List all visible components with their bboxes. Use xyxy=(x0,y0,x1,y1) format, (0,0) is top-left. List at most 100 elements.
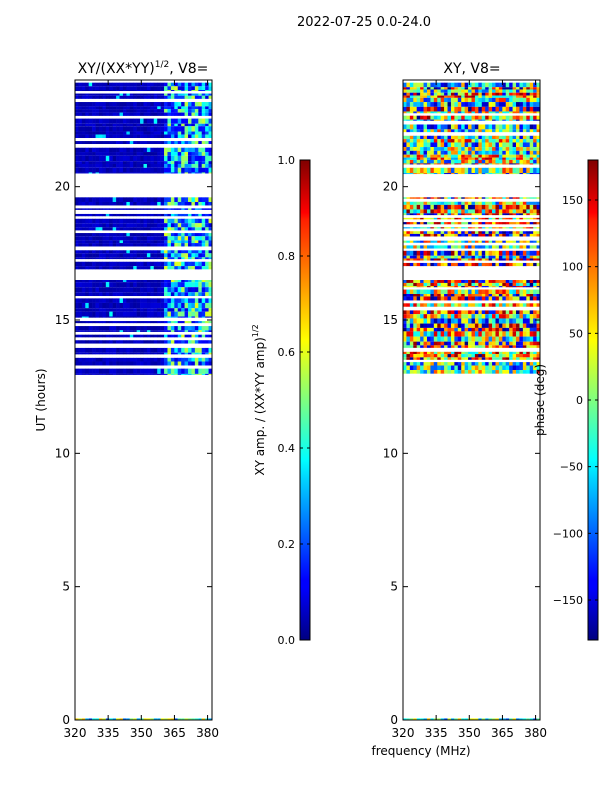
amp-heat-cell xyxy=(150,282,155,288)
amp-heat-cell xyxy=(85,223,89,228)
phase-heat-cell xyxy=(450,357,455,360)
phase-heat-cell xyxy=(481,240,486,243)
amp-heat-cell xyxy=(136,233,141,237)
phase-heat-cell xyxy=(413,331,417,337)
phase-heat-cell xyxy=(509,213,513,216)
amp-heat-cell xyxy=(129,163,134,168)
phase-heat-cell xyxy=(502,124,507,130)
amp-heat-cell xyxy=(194,316,199,318)
phase-heat-cell xyxy=(423,102,428,107)
amp-heat-cell xyxy=(92,208,96,210)
amp-heat-cell xyxy=(129,167,134,173)
phase-heat-cell xyxy=(409,233,414,237)
phase-heat-cell xyxy=(529,323,534,328)
phase-heat-cell xyxy=(522,142,527,148)
amp-heat-cell xyxy=(112,321,117,324)
phase-heat-cell xyxy=(471,250,476,256)
phase-heat-cell xyxy=(450,87,455,90)
phase-heat-cell xyxy=(485,106,489,112)
amp-heat-cell xyxy=(133,134,137,139)
phase-heat-cell xyxy=(461,111,465,114)
amp-heat-cell xyxy=(191,326,196,331)
phase-heat-cell xyxy=(464,119,469,121)
phase-heat-cell xyxy=(423,115,428,120)
amp-heat-cell xyxy=(188,373,192,375)
amp-heat-cell xyxy=(98,161,103,164)
phase-heat-cell xyxy=(454,95,459,98)
phase-heat-cell xyxy=(498,258,503,261)
phase-heat-cell xyxy=(471,245,476,249)
phase-heat-cell xyxy=(481,255,486,259)
phase-heat-cell xyxy=(444,345,448,348)
phase-heat-cell xyxy=(468,159,472,164)
amp-heat-cell xyxy=(129,302,134,309)
amp-heat-cell xyxy=(122,243,127,247)
amp-heat-cell xyxy=(105,218,110,224)
phase-heat-cell xyxy=(495,345,500,348)
phase-heat-cell xyxy=(426,370,431,374)
phase-heat-cell xyxy=(440,173,445,175)
phase-heat-cell xyxy=(519,341,524,346)
phase-heat-cell xyxy=(416,163,421,165)
phase-heat-cell xyxy=(464,157,469,160)
phase-heat-cell xyxy=(529,351,534,355)
phase-heat-cell xyxy=(478,102,483,107)
amp-heat-cell xyxy=(143,357,148,362)
phase-heat-cell xyxy=(498,92,503,96)
phase-heat-cell xyxy=(426,135,431,140)
phase-heat-cell xyxy=(526,204,531,210)
phase-heat-cell xyxy=(423,201,428,205)
phase-heat-cell xyxy=(526,327,531,332)
amp-heat-cell xyxy=(150,118,155,124)
amp-heat-cell xyxy=(164,93,168,96)
phase-heat-cell xyxy=(485,213,489,216)
phase-heat-cell xyxy=(505,280,510,283)
amp-heat-cell xyxy=(191,93,196,96)
phase-heat-cell xyxy=(433,294,438,297)
amp-heat-cell xyxy=(188,163,192,168)
phase-heat-cell xyxy=(413,370,417,374)
amp-heat-cell xyxy=(126,131,131,135)
phase-heat-cell xyxy=(533,341,537,346)
phase-heat-cell xyxy=(495,282,500,287)
phase-heat-cell xyxy=(495,119,500,121)
phase-heat-cell xyxy=(403,124,407,130)
amp-heat-cell xyxy=(119,118,124,124)
amp-heat-cell xyxy=(129,250,134,254)
amp-heat-cell xyxy=(188,95,192,99)
amp-heat-cell xyxy=(95,152,100,156)
phase-heat-cell xyxy=(492,294,496,297)
amp-heat-cell xyxy=(105,155,110,162)
phase-heat-cell xyxy=(420,92,424,96)
phase-heat-cell xyxy=(406,111,411,114)
phase-heat-cell xyxy=(519,87,524,90)
amp-heat-cell xyxy=(177,308,182,312)
amp-heat-cell xyxy=(201,201,206,206)
phase-heat-cell xyxy=(454,310,459,315)
phase-heat-cell xyxy=(437,282,441,287)
phase-heat-cell xyxy=(433,227,438,229)
amp-heat-cell xyxy=(150,334,155,338)
amp-heat-cell xyxy=(133,340,137,344)
phase-heat-cell xyxy=(457,147,462,151)
phase-heat-cell xyxy=(529,197,534,199)
phase-heat-cell xyxy=(413,245,417,249)
phase-heat-cell xyxy=(461,213,465,216)
amp-heat-cell xyxy=(109,208,113,210)
phase-heat-cell xyxy=(533,213,537,216)
phase-heat-cell xyxy=(526,106,531,112)
phase-heat-cell xyxy=(433,327,438,332)
amp-heat-cell xyxy=(150,321,155,324)
phase-heat-cell xyxy=(492,150,496,155)
amp-heat-cell xyxy=(208,95,212,99)
phase-heat-cell xyxy=(505,341,510,346)
amp-heat-cell xyxy=(78,86,83,91)
phase-baseline-cell xyxy=(519,718,523,720)
phase-heat-cell xyxy=(529,294,534,297)
phase-heat-cell xyxy=(406,217,411,220)
amp-heat-cell xyxy=(153,352,158,355)
phase-heat-cell xyxy=(498,173,503,175)
phase-heat-cell xyxy=(461,331,465,337)
amp-heat-cell xyxy=(85,292,89,297)
